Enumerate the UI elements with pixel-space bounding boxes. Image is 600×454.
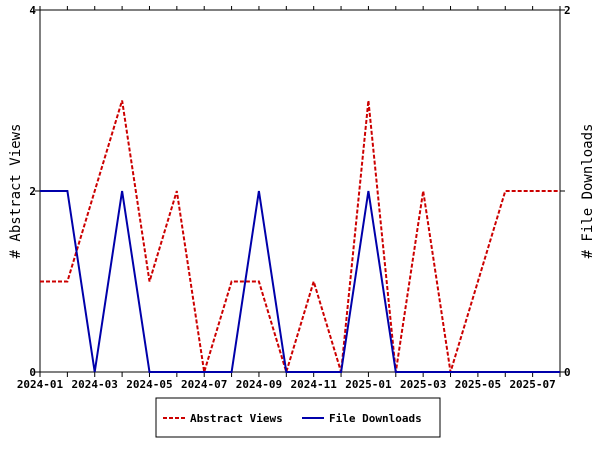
x-tick-label: 2025-05 — [455, 378, 501, 391]
series-line-abstract-views — [40, 100, 560, 376]
y-left-tick-label: 0 — [29, 366, 36, 379]
plot-area — [39, 9, 561, 373]
x-tick-label: 2024-09 — [236, 378, 282, 391]
legend-label-abstract-views: Abstract Views — [190, 412, 283, 425]
legend-label-file-downloads: File Downloads — [329, 412, 422, 425]
x-tick-label: 2024-07 — [181, 378, 227, 391]
x-tick-label: 2025-01 — [345, 378, 392, 391]
series-line-file-downloads — [40, 190, 560, 373]
y-right-tick-label: 2 — [564, 4, 571, 17]
legend-box — [155, 397, 441, 438]
x-tick-label: 2024-11 — [291, 378, 338, 391]
y-axis-left-title: # Abstract Views — [8, 124, 24, 259]
y-left-tick-label: 4 — [29, 4, 36, 17]
y-axis-right-title: # File Downloads — [580, 124, 596, 259]
x-tick-label: 2025-03 — [400, 378, 446, 391]
x-tick-label: 2024-03 — [72, 378, 118, 391]
y-left-tick-label: 2 — [29, 185, 36, 198]
x-tick-label: 2024-01 — [17, 378, 64, 391]
y-right-tick-label: 0 — [564, 366, 571, 379]
x-tick-label: 2024-05 — [126, 378, 172, 391]
x-tick-label: 2025-07 — [509, 378, 555, 391]
